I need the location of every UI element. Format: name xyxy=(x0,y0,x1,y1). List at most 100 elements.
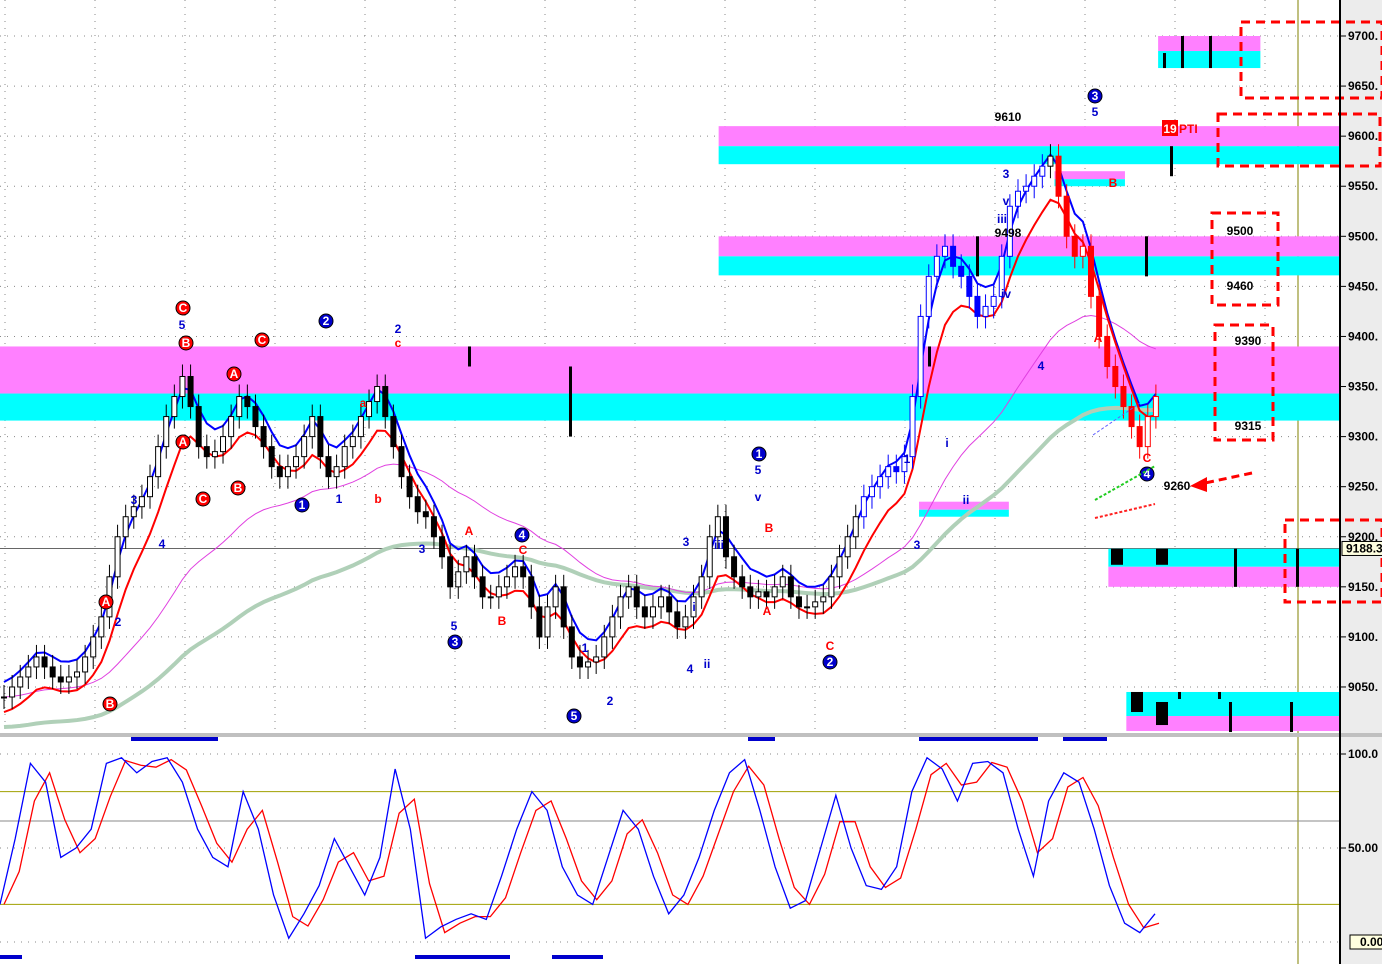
wave-label: i xyxy=(692,600,695,614)
candle-body xyxy=(933,255,940,277)
signal-bar xyxy=(1063,737,1107,741)
candle-body xyxy=(1063,195,1070,237)
zone-upper xyxy=(718,236,1341,257)
tick-label: 50.00 xyxy=(1348,841,1378,855)
tick-label: 9200. xyxy=(1348,530,1378,544)
candle-body xyxy=(1039,165,1046,177)
wave-label: c xyxy=(395,336,402,350)
candle-body xyxy=(828,576,835,598)
tick-label: 9250. xyxy=(1348,480,1378,494)
candle-body xyxy=(130,506,137,518)
candle-body xyxy=(885,466,892,478)
candle-body xyxy=(747,586,754,598)
wave-circle xyxy=(226,366,242,382)
wave-label: B xyxy=(1109,176,1118,190)
candle-body xyxy=(439,536,446,558)
wave-label: C xyxy=(1143,451,1152,465)
zone-lower xyxy=(1108,566,1341,587)
candle-body xyxy=(901,456,908,473)
candle-body xyxy=(568,626,575,658)
wave-circle xyxy=(514,527,530,543)
marker-bar xyxy=(1131,691,1143,713)
wave-label: B xyxy=(182,336,191,350)
marker-bar xyxy=(1218,691,1221,699)
tick-label: 9150. xyxy=(1348,580,1378,594)
marker-bar xyxy=(1111,548,1123,565)
candle-body xyxy=(74,671,81,678)
candle-body xyxy=(65,676,72,683)
zone-lower xyxy=(1126,716,1341,732)
marker-bar xyxy=(1181,36,1184,69)
tick-label: 9450. xyxy=(1348,279,1378,293)
candle-body xyxy=(1096,295,1103,337)
wave-circle xyxy=(822,654,838,670)
candle-body xyxy=(98,616,105,638)
wave-label: C xyxy=(826,639,835,653)
candle-body xyxy=(1071,235,1078,257)
candle-body xyxy=(163,416,170,448)
marker-bar xyxy=(1229,701,1232,733)
candle-body xyxy=(763,591,770,598)
marker-bar xyxy=(1156,548,1168,565)
candle-body xyxy=(698,576,705,598)
candle-body xyxy=(236,396,243,418)
price-label: 9390 xyxy=(1235,334,1262,348)
target-box xyxy=(1239,20,1382,100)
candle-body xyxy=(601,636,608,658)
candle-body xyxy=(1023,185,1030,192)
wave-label: 1 xyxy=(336,492,343,506)
candle-body xyxy=(398,446,405,478)
candle-body xyxy=(585,661,592,668)
mid-ma-line xyxy=(3,315,1157,698)
zone-lower xyxy=(1054,179,1125,187)
signal-bar xyxy=(552,955,603,959)
wave-label: 1 xyxy=(904,452,911,466)
wave-label: a xyxy=(360,396,367,410)
wave-label: 1 xyxy=(756,447,763,461)
candle-body xyxy=(536,606,543,638)
candle-body xyxy=(1014,190,1021,207)
candle-body xyxy=(301,436,308,458)
zone-upper xyxy=(718,126,1341,147)
wave-circle xyxy=(447,634,463,650)
wave-label: 5 xyxy=(451,619,458,633)
candle-body xyxy=(1006,205,1013,257)
candle-body xyxy=(171,396,178,418)
wave-label: 1 xyxy=(582,641,589,655)
candle-body xyxy=(479,576,486,598)
candle-body xyxy=(195,406,202,448)
candle-body xyxy=(187,376,194,408)
wave-circle xyxy=(318,313,334,329)
price-label: 9498 xyxy=(995,226,1022,240)
candle-body xyxy=(682,616,689,628)
wave-circle xyxy=(102,696,118,712)
candle-body xyxy=(49,666,56,678)
wave-circle xyxy=(175,300,191,316)
candle-body xyxy=(706,536,713,578)
wave-circle xyxy=(566,708,582,724)
tick-label: 9300. xyxy=(1348,430,1378,444)
candle-body xyxy=(820,596,827,603)
stoch-value-label: 0.00 xyxy=(1360,935,1382,949)
candle-body xyxy=(374,386,381,403)
stochastic-k-line xyxy=(0,756,1156,940)
trend-line-green xyxy=(1094,465,1156,501)
stoch-value-badge xyxy=(1349,934,1382,950)
current-price-badge xyxy=(1341,540,1382,556)
price-label: 9610 xyxy=(995,110,1022,124)
wave-label: 4 xyxy=(1038,359,1045,373)
wave-label: 3 xyxy=(1092,89,1099,103)
price-label: 9260 xyxy=(1164,479,1191,493)
wave-label: v xyxy=(755,490,762,504)
wave-label: C xyxy=(179,301,188,315)
marker-bar xyxy=(569,366,572,437)
candle-body xyxy=(690,596,697,618)
candle-body xyxy=(998,255,1005,297)
target-box xyxy=(1213,323,1275,442)
wave-label: A xyxy=(179,435,188,449)
wave-label: v xyxy=(1003,194,1010,208)
wave-label: B xyxy=(106,697,115,711)
candle-body xyxy=(228,416,235,438)
candle-body xyxy=(1047,155,1054,167)
